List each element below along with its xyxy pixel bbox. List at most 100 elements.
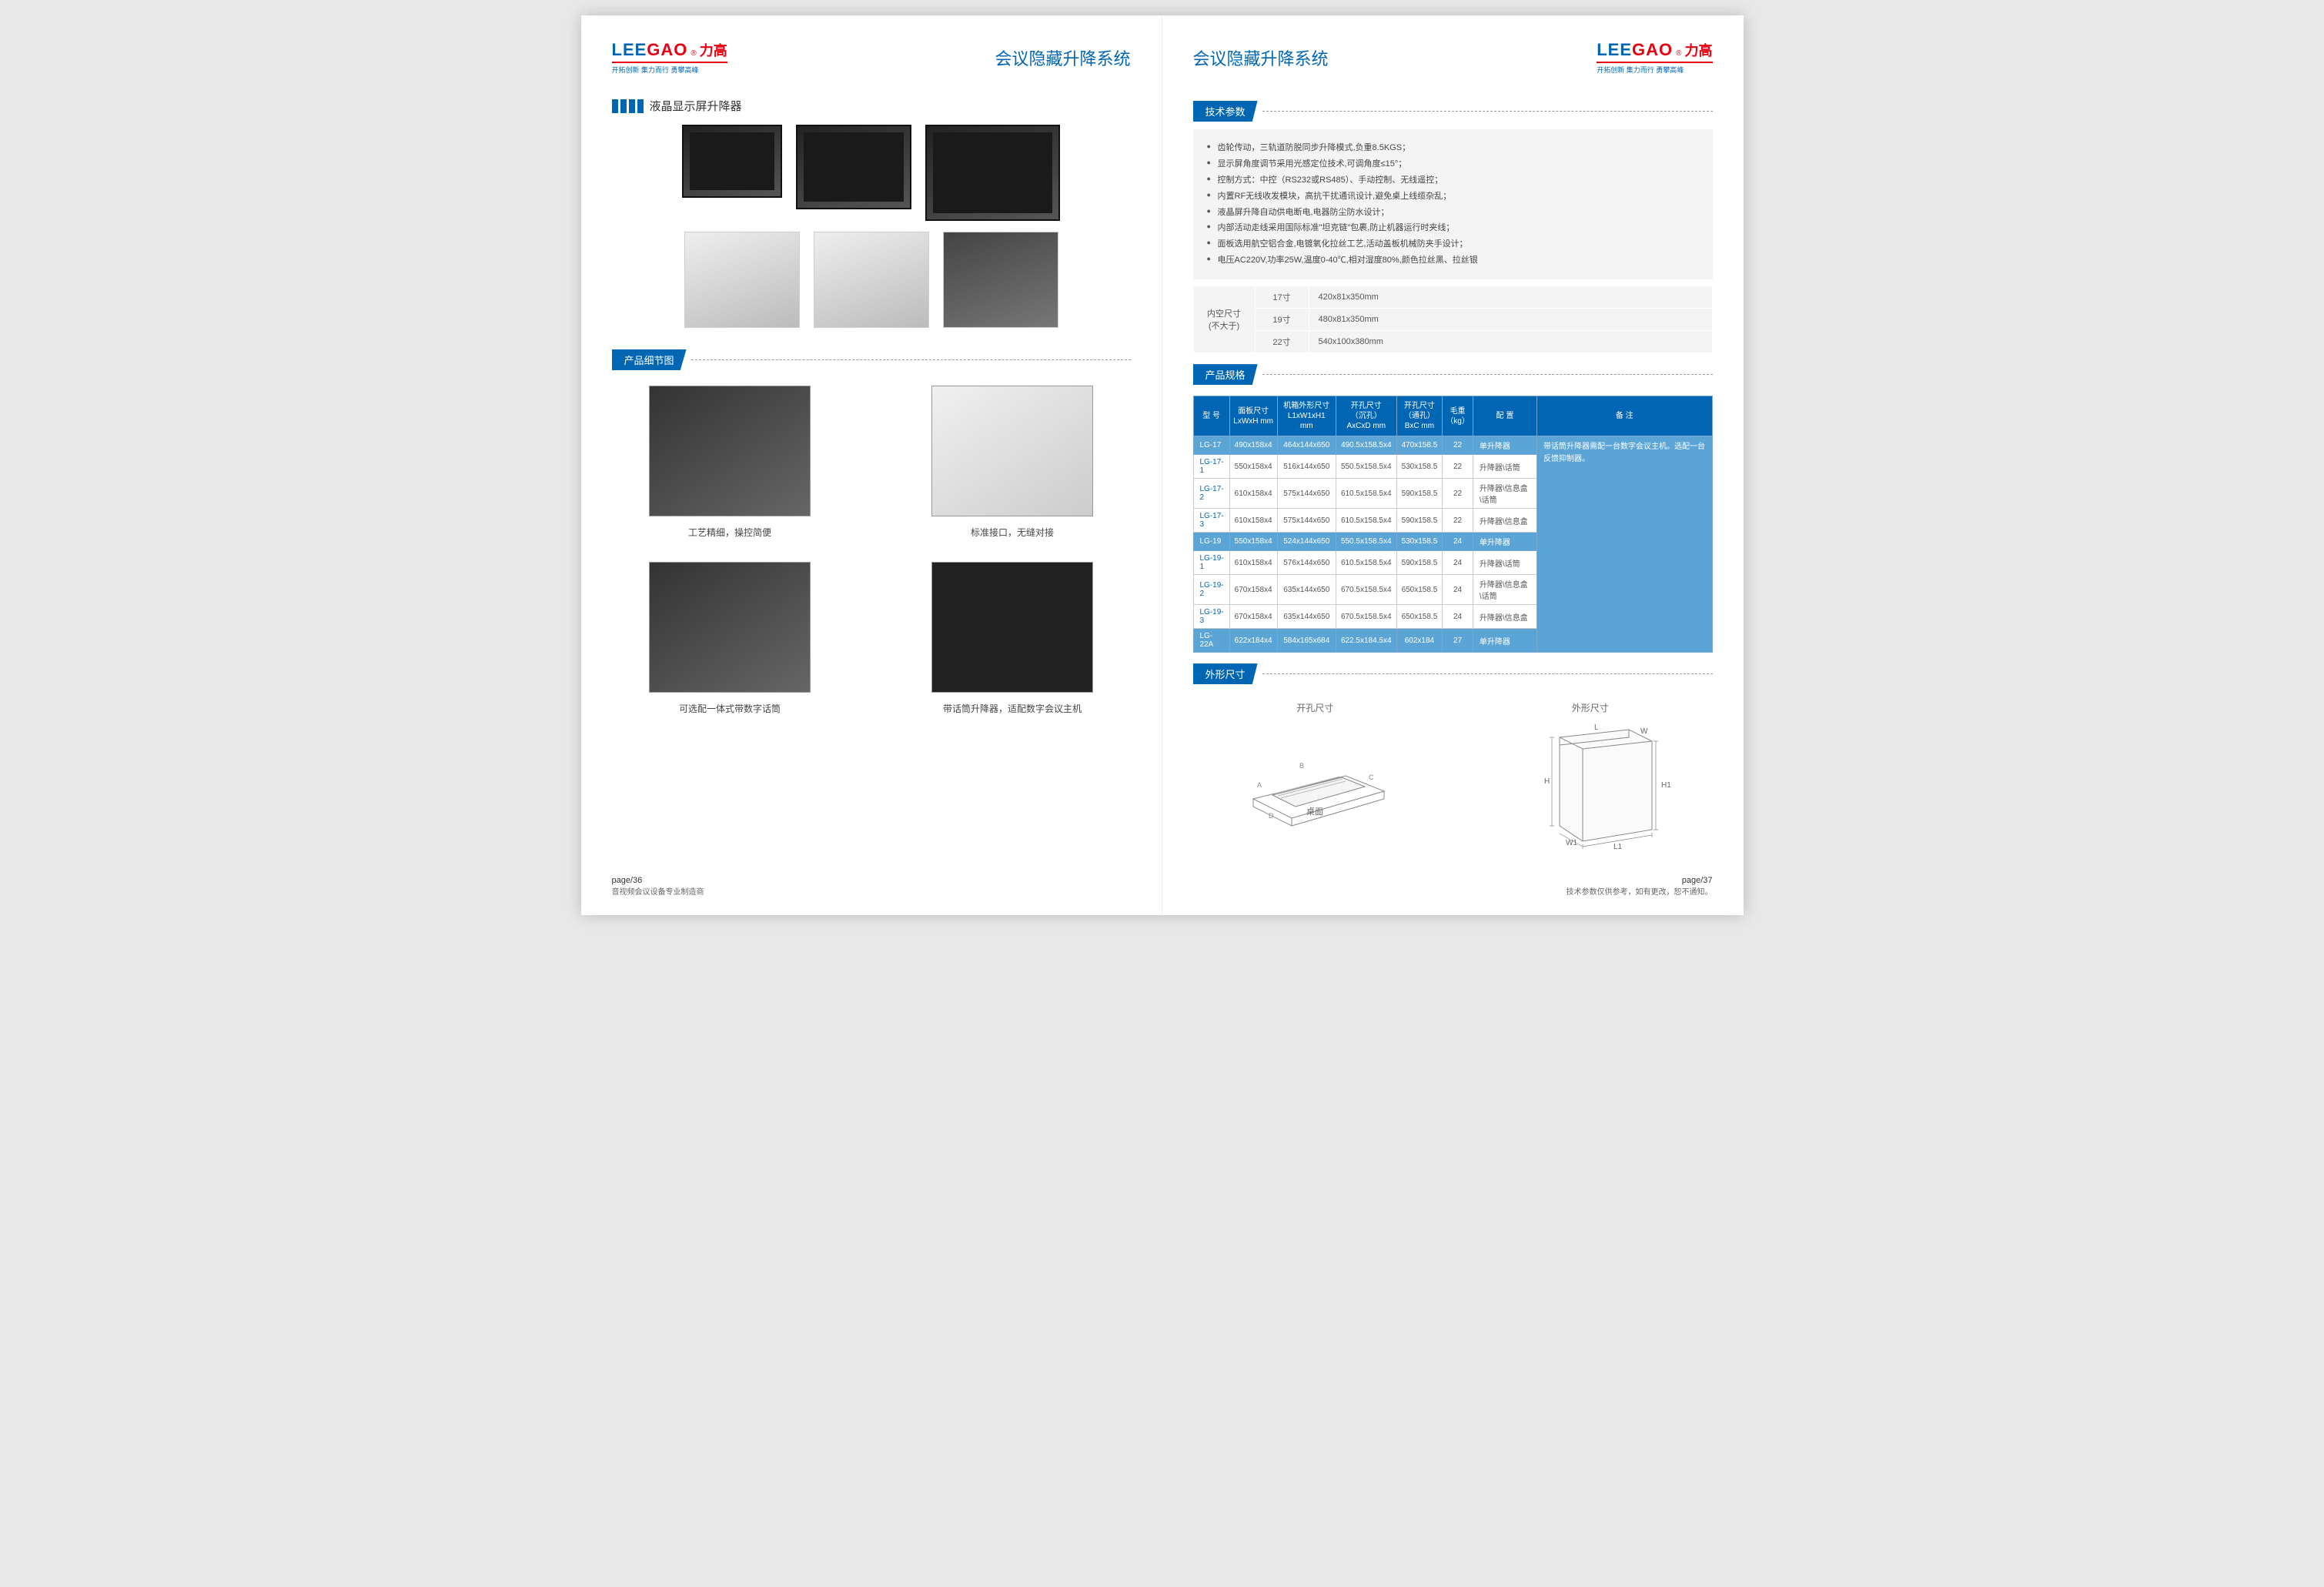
page-37: 会议隐藏升降系统 LEEGAO® 力高 开拓创新 集力而行 勇攀高峰 技术参数 … (1162, 15, 1744, 915)
svg-text:C: C (1369, 773, 1374, 781)
spec-cell: 550.5x158.5x4 (1336, 533, 1396, 551)
dim-title-2: 外形尺寸 (1572, 701, 1609, 714)
tech-spec-item: 内置RF无线收发模块，高抗干扰通讯设计,避免桌上线缆杂乱； (1207, 189, 1699, 205)
tech-spec-item: 电压AC220V,功率25W,温度0-40℃,相对湿度80%,颜色拉丝黑、拉丝银 (1207, 252, 1699, 269)
svg-text:A: A (1257, 781, 1262, 789)
dimension-drawings: 开孔尺寸 桌面 B C A D (1193, 701, 1713, 860)
tech-spec-item: 面板选用航空铝合金,电镀氧化拉丝工艺,活动盖板机械防夹手设计； (1207, 236, 1699, 252)
footer-sub-left: 音视频会议设备专业制造商 (612, 885, 1131, 897)
detail-1: 工艺精细，操控简便 (612, 386, 848, 539)
spec-cell: 464x144x650 (1277, 436, 1336, 455)
svg-text:D: D (1269, 812, 1274, 820)
size-table: 内空尺寸 (不大于) 17寸 420x81x350mm 19寸 480x81x3… (1193, 286, 1713, 353)
detail-image-1 (649, 386, 811, 516)
tech-spec-item: 显示屏角度调节采用光感定位技术,可调角度≤15°； (1207, 156, 1699, 172)
svg-text:H: H (1544, 777, 1550, 786)
svg-text:H1: H1 (1661, 781, 1671, 790)
spec-col-4: 开孔尺寸 （通孔） BxC mm (1396, 396, 1443, 436)
spec-tag: 产品规格 (1193, 364, 1258, 385)
spec-cell: 516x144x650 (1277, 455, 1336, 479)
tech-spec-item: 内部活动走线采用国际标准"坦克链"包裹,防止机器运行时夹线； (1207, 220, 1699, 236)
product-image-open (925, 125, 1060, 221)
spec-col-6: 配 置 (1473, 396, 1537, 436)
section-lcd-lift: 液晶显示屏升降器 (612, 98, 1131, 114)
dim-tag: 外形尺寸 (1193, 663, 1258, 684)
spec-cell: LG-19-3 (1193, 605, 1229, 629)
product-row-2 (612, 232, 1131, 328)
footer-left: page/36 音视频会议设备专业制造商 (612, 860, 1131, 897)
spec-cell: 单升降器 (1473, 436, 1537, 455)
spec-cell: 升降器\信息盒 (1473, 605, 1537, 629)
spec-note: 带话筒升降器需配一台数字会议主机。选配一台反馈抑制器。 (1537, 436, 1712, 653)
product-row-1 (612, 125, 1131, 221)
size-dim-2: 540x100x380mm (1309, 331, 1712, 353)
spec-cell: 576x144x650 (1277, 551, 1336, 575)
spec-cell: 升降器\信息盒 (1473, 509, 1537, 533)
logo-right: LEEGAO® 力高 开拓创新 集力而行 勇攀高峰 (1597, 40, 1712, 75)
logo-reg: ® (691, 49, 696, 58)
product-image-unit-1 (684, 232, 800, 328)
spec-cell: LG-22A (1193, 629, 1229, 653)
tech-spec-item: 液晶屏升降自动供电断电,电器防尘防水设计； (1207, 205, 1699, 221)
detail-image-4 (931, 562, 1093, 693)
spec-cell: 24 (1443, 575, 1473, 605)
spec-cell: 575x144x650 (1277, 479, 1336, 509)
dim-title-1: 开孔尺寸 (1296, 701, 1333, 714)
page-title-left: 会议隐藏升降系统 (995, 45, 1130, 70)
spec-cell: 610x158x4 (1229, 509, 1277, 533)
detail-image-2 (931, 386, 1093, 516)
spec-col-3: 开孔尺寸 （沉孔） AxCxD mm (1336, 396, 1396, 436)
product-image-mid (796, 125, 911, 209)
bars-icon (612, 99, 644, 113)
logo: LEEGAO® 力高 开拓创新 集力而行 勇攀高峰 (612, 40, 727, 75)
spec-col-5: 毛重 （kg） (1443, 396, 1473, 436)
spec-cell: 27 (1443, 629, 1473, 653)
spec-table-body: LG-17490x158x4464x144x650490.5x158.5x447… (1193, 436, 1712, 653)
spec-cell: LG-19-1 (1193, 551, 1229, 575)
spec-table: 型 号面板尺寸 LxWxH mm机箱外形尺寸 L1xW1xH1 mm开孔尺寸 （… (1193, 396, 1713, 653)
dim-drawing-outline: H H1 L1 W1 W L (1506, 722, 1675, 860)
tech-spec-item: 控制方式：中控（RS232或RS485）、手动控制、无线遥控； (1207, 172, 1699, 189)
tech-spec-item: 齿轮传动，三轨道防脱同步升降模式,负重8.5KGS； (1207, 140, 1699, 156)
svg-text:B: B (1299, 762, 1304, 770)
dim-desk-label: 桌面 (1306, 807, 1323, 817)
dim-header: 外形尺寸 (1193, 663, 1713, 684)
spec-cell: 550x158x4 (1229, 533, 1277, 551)
spec-cell: 22 (1443, 436, 1473, 455)
spec-header: 产品规格 (1193, 364, 1713, 385)
dim-drawing-hole: 桌面 B C A D (1230, 722, 1399, 860)
spec-cell: 670x158x4 (1229, 575, 1277, 605)
logo-en-2: GAO (647, 40, 687, 59)
spec-cell: 升降器\话筒 (1473, 551, 1537, 575)
spec-cell: 24 (1443, 605, 1473, 629)
size-dim-1: 480x81x350mm (1309, 309, 1712, 331)
spec-cell: 602x184 (1396, 629, 1443, 653)
detail-grid: 工艺精细，操控简便 标准接口，无缝对接 可选配一体式带数字话筒 带话筒升降器，适… (612, 386, 1131, 715)
spec-cell: LG-19-2 (1193, 575, 1229, 605)
detail-3: 可选配一体式带数字话筒 (612, 562, 848, 715)
product-image-unit-3 (943, 232, 1058, 328)
spec-cell: 24 (1443, 533, 1473, 551)
size-dim-0: 420x81x350mm (1309, 286, 1712, 309)
product-image-closed (682, 125, 782, 198)
detail-header: 产品细节图 (612, 349, 1131, 370)
svg-text:W: W (1640, 727, 1648, 736)
detail-image-3 (649, 562, 811, 693)
spec-cell: 590x158.5 (1396, 509, 1443, 533)
spec-cell: LG-17 (1193, 436, 1229, 455)
spec-cell: 470x158.5 (1396, 436, 1443, 455)
svg-text:L: L (1594, 723, 1599, 732)
spec-cell: 升降器\信息盒\话筒 (1473, 479, 1537, 509)
section-title: 液晶显示屏升降器 (650, 98, 742, 114)
dim-col-1: 开孔尺寸 桌面 B C A D (1230, 701, 1399, 860)
spec-col-7: 备 注 (1537, 396, 1712, 436)
footer-right: page/37 技术参数仅供参考，如有更改，恕不通知。 (1193, 860, 1713, 897)
spec-cell: 524x144x650 (1277, 533, 1336, 551)
size-inch-1: 19寸 (1255, 309, 1309, 331)
spec-cell: LG-17-1 (1193, 455, 1229, 479)
spec-cell: 670.5x158.5x4 (1336, 605, 1396, 629)
product-image-unit-2 (814, 232, 929, 328)
spec-cell: 单升降器 (1473, 629, 1537, 653)
dim-col-2: 外形尺寸 (1506, 701, 1675, 860)
tech-spec-box: 齿轮传动，三轨道防脱同步升降模式,负重8.5KGS；显示屏角度调节采用光感定位技… (1193, 129, 1713, 279)
